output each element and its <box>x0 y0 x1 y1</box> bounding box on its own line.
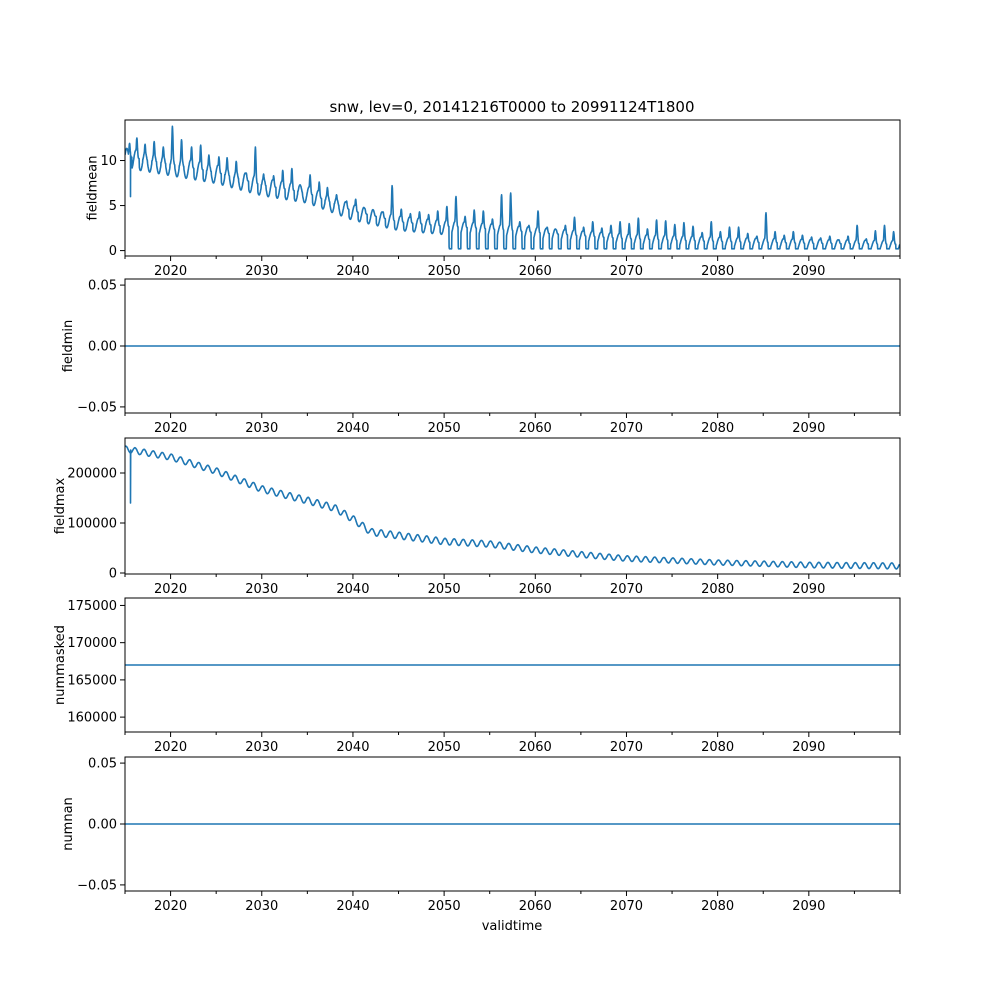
y-tick-label: −0.05 <box>77 400 117 415</box>
x-tick-label: 2050 <box>428 264 461 279</box>
x-tick-label: 2070 <box>610 264 643 279</box>
x-tick-label: 2020 <box>154 421 187 436</box>
x-tick-label: 2030 <box>245 899 278 914</box>
y-tick-label: 165000 <box>67 673 117 688</box>
x-tick-label: 2090 <box>792 740 825 755</box>
x-tick-label: 2060 <box>519 582 552 597</box>
subplot-fieldmin: 2020 2030 2040 2050 2060 2070 2080 2090 −0.05 0.0… <box>61 278 901 436</box>
x-tick-label: 2040 <box>336 421 369 436</box>
x-tick-label: 2060 <box>519 740 552 755</box>
subplot-nummasked: 2020 2030 2040 2050 2060 2070 2080 2090 160000 16… <box>53 597 901 755</box>
x-tick-label: 2020 <box>154 582 187 597</box>
x-tick-label: 2090 <box>792 264 825 279</box>
x-tick-label: 2080 <box>701 421 734 436</box>
x-tick-label: 2050 <box>428 740 461 755</box>
y-tick-label: 160000 <box>67 711 117 726</box>
y-tick-label: 0.05 <box>88 757 117 772</box>
x-tick-label: 2030 <box>245 740 278 755</box>
series-line-fieldmean <box>125 125 900 250</box>
figure-title: snw, lev=0, 20141216T0000 to 20991124T18… <box>329 98 694 116</box>
y-axis-label-fieldmax: fieldmax <box>53 478 68 535</box>
y-tick-label: 5 <box>109 199 117 214</box>
y-tick-label: 0.00 <box>88 340 117 355</box>
x-tick-label: 2050 <box>428 582 461 597</box>
x-tick-label: 2020 <box>154 264 187 279</box>
x-tick-label: 2080 <box>701 740 734 755</box>
x-tick-label: 2060 <box>519 899 552 914</box>
x-tick-label: 2090 <box>792 421 825 436</box>
x-tick-label: 2040 <box>336 264 369 279</box>
y-tick-label: 100000 <box>67 517 117 532</box>
x-tick-label: 2060 <box>519 421 552 436</box>
subplot-fieldmean: 2020 2030 2040 2050 2060 2070 2080 2090 0 5 10fiel… <box>86 119 901 279</box>
x-tick-label: 2070 <box>610 899 643 914</box>
axes-frame-nummasked <box>124 597 901 733</box>
x-tick-label: 2070 <box>610 421 643 436</box>
x-tick-label: 2090 <box>792 899 825 914</box>
y-tick-label: 175000 <box>67 599 117 614</box>
x-tick-label: 2080 <box>701 264 734 279</box>
subplot-fieldmax: 2020 2030 2040 2050 2060 2070 2080 2090 0 100000 2… <box>53 437 901 597</box>
y-tick-label: 10 <box>100 154 117 169</box>
x-tick-label: 2070 <box>610 582 643 597</box>
subplot-numnan: 2020 2030 2040 2050 2060 2070 2080 2090 −0.05 0.0… <box>61 756 901 914</box>
x-tick-label: 2070 <box>610 740 643 755</box>
x-tick-label: 2060 <box>519 264 552 279</box>
x-tick-label: 2050 <box>428 421 461 436</box>
y-tick-label: 0 <box>109 244 117 259</box>
x-tick-label: 2090 <box>792 582 825 597</box>
x-tick-label: 2030 <box>245 582 278 597</box>
axes-frame-fieldmean <box>124 119 901 257</box>
x-tick-label: 2020 <box>154 740 187 755</box>
x-tick-label: 2040 <box>336 582 369 597</box>
series-line-fieldmax <box>125 445 900 570</box>
y-axis-label-fieldmin: fieldmin <box>61 320 76 373</box>
y-tick-label: 170000 <box>67 636 117 651</box>
x-axis-label: validtime <box>482 919 543 934</box>
x-tick-label: 2040 <box>336 899 369 914</box>
y-axis-label-numnan: numnan <box>61 797 76 851</box>
x-tick-label: 2050 <box>428 899 461 914</box>
y-tick-label: 200000 <box>67 467 117 482</box>
subplot-stack: 2020 2030 2040 2050 2060 2070 2080 20900510fiel… <box>53 119 901 914</box>
x-tick-label: 2080 <box>701 582 734 597</box>
y-tick-label: 0 <box>109 567 117 582</box>
x-tick-label: 2040 <box>336 740 369 755</box>
y-axis-label-nummasked: nummasked <box>53 625 68 705</box>
y-axis-label-fieldmean: fieldmean <box>86 156 101 221</box>
y-tick-label: −0.05 <box>77 878 117 893</box>
y-tick-label: 0.00 <box>88 818 117 833</box>
x-tick-label: 2080 <box>701 899 734 914</box>
x-tick-label: 2030 <box>245 264 278 279</box>
x-tick-label: 2020 <box>154 899 187 914</box>
axes-frame-fieldmax <box>124 437 901 575</box>
x-tick-label: 2030 <box>245 421 278 436</box>
y-tick-label: 0.05 <box>88 279 117 294</box>
